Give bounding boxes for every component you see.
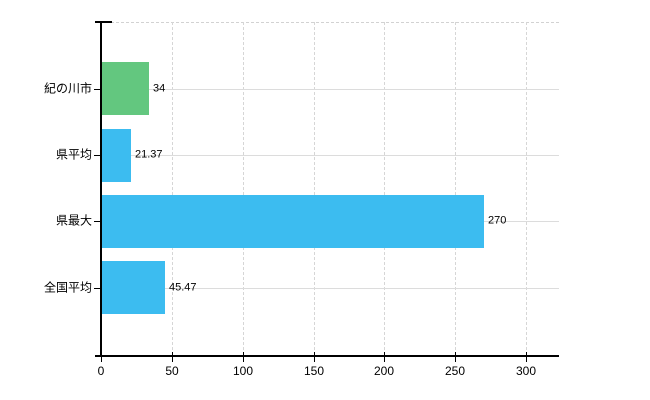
- gridline-vertical: [455, 22, 456, 355]
- y-axis-tick: [94, 288, 101, 289]
- y-axis-tick: [94, 221, 101, 222]
- x-axis-tick-label: 300: [515, 364, 537, 378]
- x-axis-tick-label: 100: [232, 364, 254, 378]
- x-axis-tick-label: 250: [444, 364, 466, 378]
- y-axis-category-label: 紀の川市: [43, 81, 92, 95]
- bar-1: [101, 129, 131, 182]
- bar-value-label: 34: [153, 82, 166, 94]
- y-axis-category-label: 全国平均: [43, 280, 92, 295]
- gridline-horizontal: [101, 155, 559, 156]
- gridline-horizontal: [101, 288, 559, 289]
- bar-3: [101, 261, 165, 314]
- x-axis-tick: [243, 352, 244, 362]
- gridline-vertical: [314, 22, 315, 355]
- x-axis-tick: [172, 352, 173, 362]
- gridline-horizontal: [101, 89, 559, 90]
- bar-2: [101, 195, 484, 248]
- x-axis-tick: [314, 352, 315, 362]
- y-axis-top-cap: [95, 21, 112, 23]
- plot-top-border: [101, 22, 559, 23]
- y-axis-tick: [94, 89, 101, 90]
- x-axis-tick: [384, 352, 385, 362]
- x-axis-line: [95, 355, 559, 357]
- x-axis-tick-label: 50: [165, 364, 179, 378]
- bar-value-label: 21.37: [135, 148, 163, 161]
- y-axis-category-label: 県平均: [55, 147, 92, 162]
- x-axis-tick: [101, 352, 102, 362]
- gridline-vertical: [526, 22, 527, 355]
- y-axis-tick: [94, 155, 101, 156]
- bar-0: [101, 62, 149, 115]
- bar-value-label: 270: [488, 214, 507, 227]
- x-axis-tick-label: 200: [373, 364, 395, 378]
- gridline-vertical: [243, 22, 244, 355]
- x-axis-tick: [526, 352, 527, 362]
- y-axis-category-label: 県最大: [55, 213, 92, 228]
- x-axis-tick: [455, 352, 456, 362]
- gridline-vertical: [384, 22, 385, 355]
- bar-value-label: 45.47: [169, 281, 197, 294]
- y-axis-line: [100, 21, 102, 355]
- x-axis-tick-label: 0: [97, 364, 105, 378]
- x-axis-tick-label: 150: [303, 364, 325, 378]
- gridline-vertical: [172, 22, 173, 355]
